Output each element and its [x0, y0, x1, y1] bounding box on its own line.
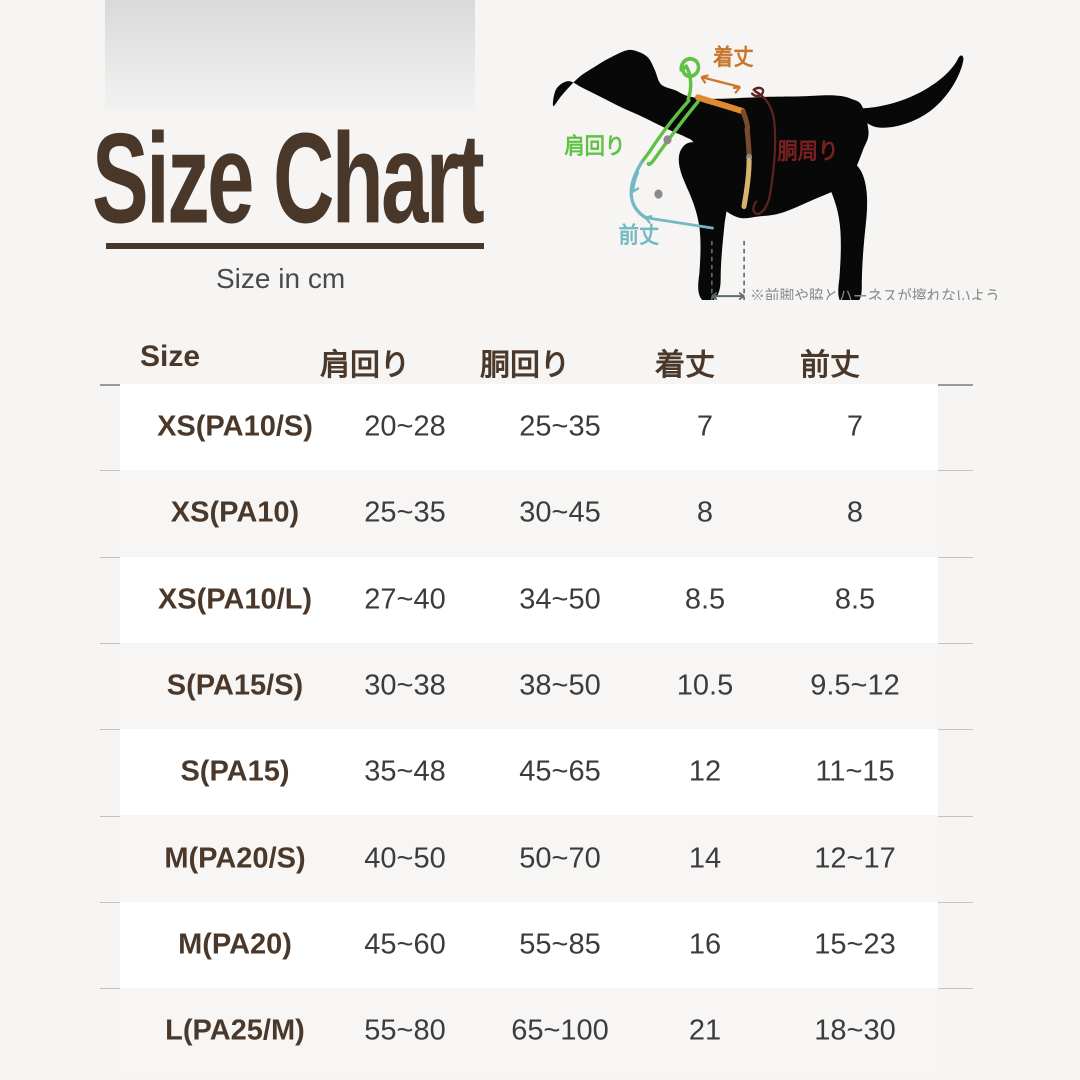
svg-text:※前脚や脇とハーネスが擦れないよう: ※前脚や脇とハーネスが擦れないよう	[750, 287, 1000, 300]
svg-text:胴周り: 胴周り	[777, 138, 838, 164]
svg-text:前丈: 前丈	[619, 222, 660, 248]
svg-text:着丈: 着丈	[712, 44, 754, 70]
svg-text:肩回り: 肩回り	[564, 133, 625, 159]
